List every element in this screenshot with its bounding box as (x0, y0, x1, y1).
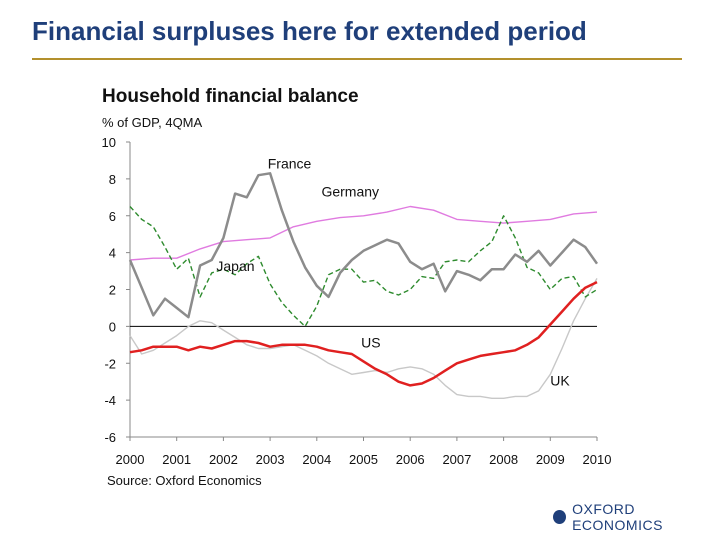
logo-text: OXFORD ECONOMICS (572, 501, 663, 533)
x-tick-label: 2010 (583, 452, 612, 467)
series-line-france (128, 172, 599, 319)
y-tick-label: 2 (109, 283, 116, 298)
series-line-japan (129, 206, 598, 328)
series-line-us (129, 280, 598, 387)
globe-icon (553, 510, 567, 524)
y-tick-label: 6 (109, 209, 116, 224)
y-tick-label: 0 (109, 319, 116, 334)
series-label-japan: Japan (216, 258, 254, 274)
series-line-germany (129, 205, 598, 261)
chart-title: Household financial balance (102, 86, 359, 107)
y-tick-label: 4 (109, 246, 116, 261)
slide-title: Financial surpluses here for extended pe… (32, 16, 587, 46)
series-label-france: France (268, 156, 312, 172)
y-tick-label: 10 (102, 135, 116, 150)
series-label-germany: Germany (321, 183, 379, 199)
oxford-economics-logo: OXFORD ECONOMICS (553, 501, 720, 533)
x-tick-label: 2005 (349, 452, 378, 467)
x-tick-label: 2006 (396, 452, 425, 467)
chart-source: Source: Oxford Economics (107, 473, 262, 488)
series-lines (128, 172, 599, 399)
x-tick-label: 2007 (442, 452, 471, 467)
x-tick-label: 2002 (209, 452, 238, 467)
x-tick-label: 2003 (256, 452, 285, 467)
x-tick-label: 2004 (302, 452, 331, 467)
y-tick-label: -4 (104, 393, 116, 408)
title-rule (32, 58, 682, 60)
y-tick-label: -2 (104, 356, 116, 371)
series-labels: France Germany Japan US UK (216, 156, 570, 389)
chart-ylabel: % of GDP, 4QMA (102, 115, 203, 130)
series-label-us: US (361, 335, 380, 351)
series-label-uk: UK (550, 372, 570, 388)
x-tick-label: 2000 (116, 452, 145, 467)
y-tick-label: -6 (104, 430, 116, 445)
x-tick-label: 2001 (162, 452, 191, 467)
x-tick-label: 2008 (489, 452, 518, 467)
y-tick-label: 8 (109, 172, 116, 187)
x-tick-label: 2009 (536, 452, 565, 467)
series-line-uk (129, 278, 598, 399)
